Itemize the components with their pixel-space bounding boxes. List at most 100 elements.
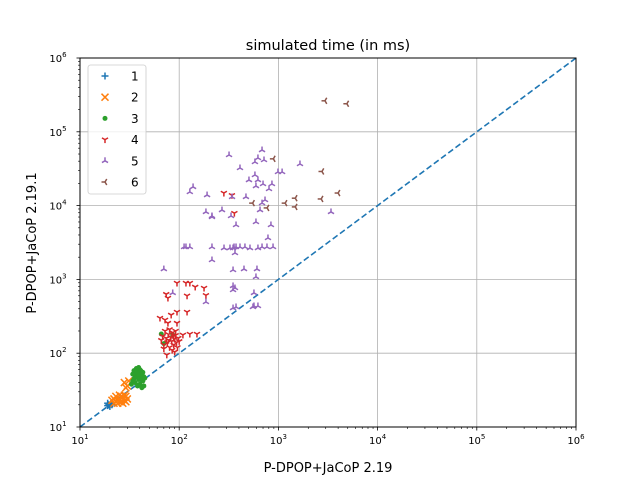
legend-label: 1 [131, 70, 139, 84]
data-point [230, 210, 238, 217]
data-point [160, 342, 168, 349]
data-point [317, 195, 324, 203]
data-point [254, 176, 262, 183]
legend-label: 5 [131, 154, 139, 168]
legend-marker-1 [101, 72, 109, 80]
x-tick-base: 10 [171, 436, 184, 447]
data-point [202, 292, 210, 299]
data-point [227, 212, 235, 219]
data-point [161, 328, 169, 335]
data-point [173, 280, 181, 287]
data-point [172, 328, 180, 335]
series-6 [249, 97, 350, 212]
y-tick-base: 10 [49, 349, 62, 360]
series-5 [160, 146, 335, 311]
data-point [258, 199, 266, 206]
data-point [245, 176, 253, 183]
data-point [183, 293, 191, 300]
data-point [250, 289, 258, 296]
x-tick-base: 10 [270, 436, 283, 447]
data-point [186, 331, 194, 338]
data-point [229, 282, 237, 289]
data-point [259, 180, 267, 187]
legend-label: 6 [131, 176, 139, 190]
data-point [138, 368, 144, 374]
data-point [246, 244, 254, 251]
data-point [232, 221, 240, 228]
series-4 [156, 190, 238, 359]
data-point [208, 212, 216, 219]
data-point [296, 160, 304, 167]
data-point [165, 337, 172, 344]
data-point [281, 199, 288, 207]
x-tick-base: 10 [369, 436, 382, 447]
x-tick-exponent: 2 [183, 433, 187, 441]
data-point [160, 265, 168, 272]
data-point [225, 151, 233, 158]
data-point [166, 327, 174, 333]
data-point [252, 218, 260, 225]
y-tick-exponent: 5 [62, 125, 66, 133]
data-point [160, 346, 168, 353]
x-tick-label: 106 [567, 433, 585, 447]
data-point [175, 338, 183, 345]
x-tick-exponent: 6 [580, 433, 585, 441]
data-point [258, 146, 266, 153]
data-point [242, 193, 250, 200]
data-point [208, 256, 216, 263]
data-point [163, 352, 171, 359]
data-point [229, 286, 237, 293]
y-tick-exponent: 3 [62, 272, 66, 280]
x-tick-label: 103 [270, 433, 287, 447]
legend-label: 3 [131, 112, 139, 126]
data-point [193, 331, 201, 338]
data-point [186, 243, 194, 250]
data-point [291, 203, 298, 211]
data-point [186, 188, 194, 195]
data-point [229, 266, 237, 273]
data-point [200, 285, 208, 292]
plot-frame [79, 57, 577, 428]
series-2 [107, 376, 133, 408]
data-point [269, 243, 277, 250]
data-point [203, 191, 211, 198]
x-tick-label: 102 [171, 433, 188, 447]
data-point [231, 249, 239, 256]
data-point [252, 273, 260, 280]
y-tick-label: 104 [49, 199, 67, 213]
legend-marker-5 [101, 157, 109, 164]
data-point [249, 199, 256, 207]
y-tick-label: 106 [49, 51, 67, 65]
data-point [267, 221, 275, 228]
data-point [170, 333, 178, 340]
data-point [327, 208, 335, 215]
data-point [260, 156, 268, 163]
x-tick-exponent: 5 [481, 433, 485, 441]
data-point [140, 378, 146, 384]
data-point [256, 206, 264, 213]
data-point [321, 97, 328, 105]
data-point [159, 333, 167, 340]
y-tick-exponent: 2 [62, 346, 66, 354]
data-point [269, 155, 276, 163]
legend-marker-6 [101, 178, 108, 186]
series-3 [128, 331, 176, 391]
y-tick-base: 10 [49, 275, 62, 286]
data-point [236, 164, 244, 171]
data-point [228, 193, 236, 200]
series-1 [104, 399, 116, 410]
y-tick-label: 102 [49, 346, 66, 360]
data-points [104, 97, 350, 410]
x-tick-label: 105 [468, 433, 485, 447]
y-tick-base: 10 [49, 202, 62, 213]
data-point [183, 309, 191, 316]
chart-title: simulated time (in ms) [246, 38, 410, 54]
x-tick-base: 10 [567, 436, 580, 447]
data-point [141, 383, 147, 389]
data-point [343, 100, 350, 108]
y-tick-label: 103 [49, 272, 66, 286]
data-point [174, 344, 181, 351]
data-point [264, 234, 272, 241]
